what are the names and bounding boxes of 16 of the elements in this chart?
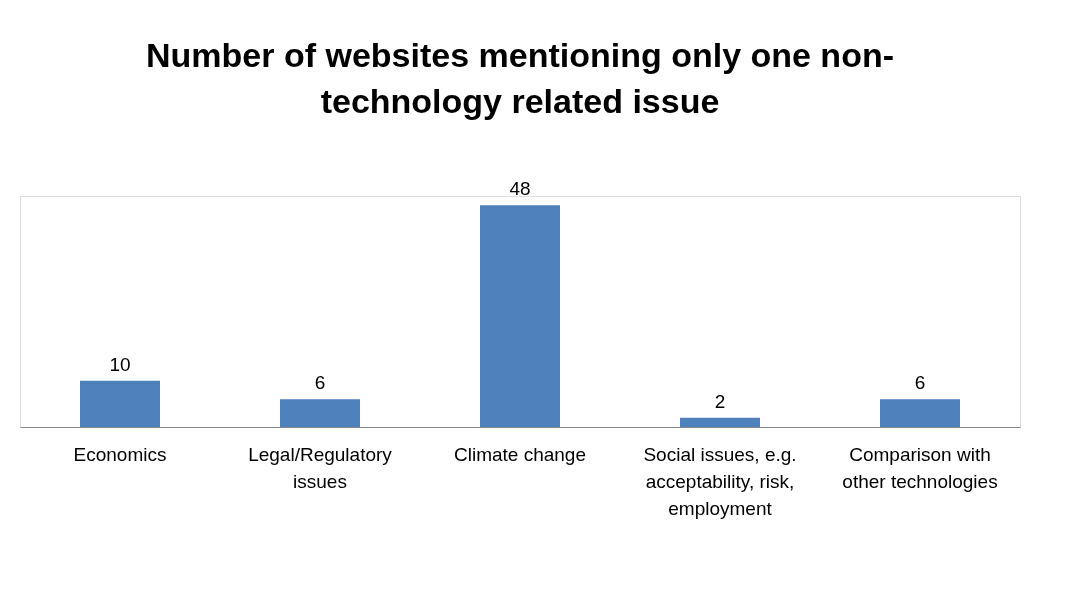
bar: [680, 417, 760, 427]
chart-title: Number of websites mentioning only one non-technology related issue: [145, 36, 895, 121]
bar: [480, 205, 560, 427]
data-label: 6: [914, 372, 926, 394]
x-tick-label: Climate change: [453, 443, 587, 465]
x-tick-label: Comparison with other technologies: [842, 443, 998, 492]
data-label: 48: [509, 178, 531, 200]
bar: [80, 380, 160, 427]
data-label: 2: [714, 390, 726, 412]
x-tick-label: Legal/Regulatory issues: [248, 443, 393, 492]
data-label: 10: [109, 353, 131, 375]
x-tick-label: Economics: [73, 443, 167, 465]
x-tick-label: Social issues, e.g. acceptability, risk, employment: [643, 443, 797, 519]
bar: [280, 399, 360, 427]
data-label: 6: [314, 372, 326, 394]
bar: [880, 399, 960, 427]
